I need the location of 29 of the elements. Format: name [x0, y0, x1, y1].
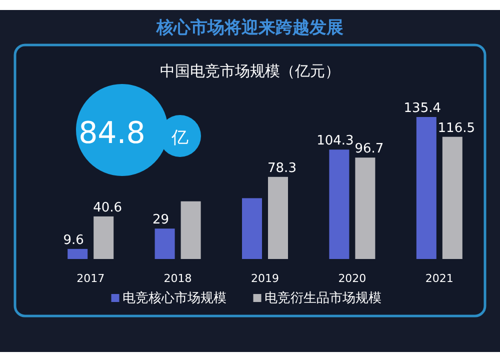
bar: [442, 136, 462, 259]
legend-label: 电竞核心市场规模: [122, 290, 226, 306]
bar: [416, 117, 436, 259]
bar: [355, 158, 376, 259]
x-tick-label: 2019: [251, 272, 279, 285]
x-tick-label: 2020: [338, 272, 366, 285]
x-tick-label: 2021: [425, 272, 454, 285]
chart-title: 核心市场将迎来跨越发展: [156, 18, 344, 38]
x-tick-label: 2018: [164, 272, 192, 285]
chart-subtitle: 中国电竞市场规模（亿元）: [160, 62, 340, 80]
bar: [68, 248, 88, 259]
data-label: 29: [152, 212, 170, 228]
bar: [268, 176, 288, 259]
annotation: 84.8: [78, 116, 146, 151]
legend-label: 电竞衍生品市场规模: [264, 291, 382, 306]
bar: [94, 216, 114, 259]
x-tick-label: 2017: [76, 272, 105, 285]
bar: [329, 150, 350, 259]
annotation: 亿: [170, 128, 188, 148]
bar: [180, 201, 201, 259]
data-label: 96.7: [354, 142, 384, 157]
data-label: 78.3: [268, 160, 296, 176]
data-label: 135.4: [404, 101, 442, 116]
data-label: 9.6: [63, 232, 84, 248]
bar: [154, 228, 175, 259]
bar: [242, 198, 262, 259]
data-label: 116.5: [438, 120, 476, 136]
data-label: 104.3: [316, 134, 354, 149]
data-label: 40.6: [93, 200, 122, 216]
